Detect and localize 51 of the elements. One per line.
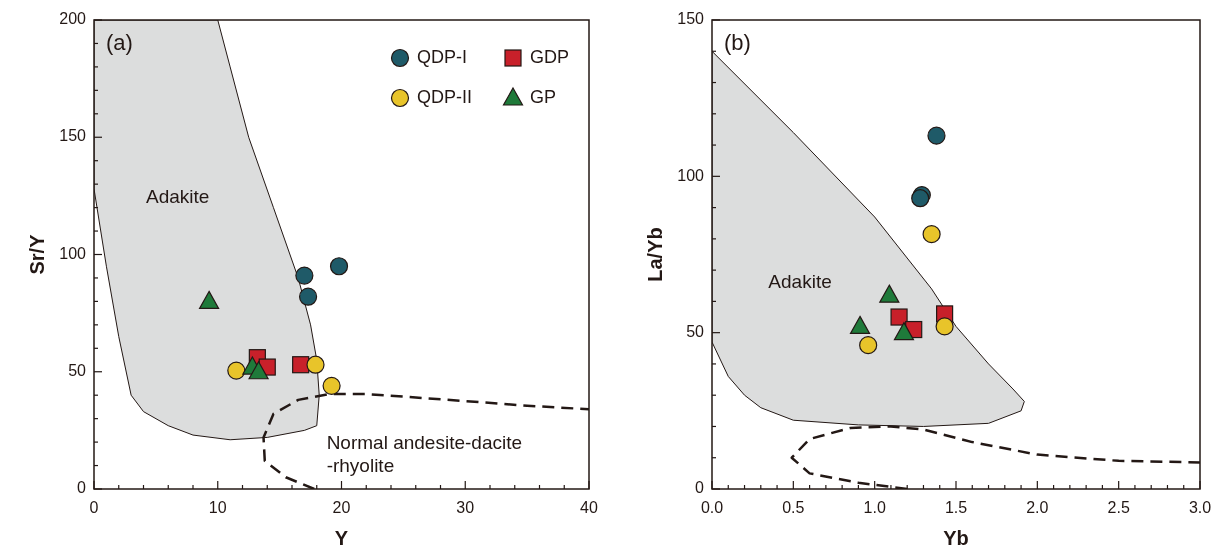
x-tick-label: 0.5 (782, 499, 805, 516)
point (893, 322, 915, 341)
y-tick-label: 0 (695, 479, 705, 497)
x-tick-label: 3.0 (1188, 499, 1212, 516)
point (322, 376, 341, 395)
y-tick-label: 100 (677, 166, 705, 184)
y-axis-title: La/Yb (644, 227, 666, 282)
annotation: Adakite (768, 270, 832, 292)
point (935, 317, 954, 336)
legend-label: GP (530, 86, 557, 107)
legend-label: GDP (530, 46, 570, 67)
x-tick-label: 2.5 (1107, 499, 1130, 516)
x-tick-label: 1.5 (944, 499, 968, 516)
y-tick-label: 0 (77, 479, 87, 497)
x-tick-label: 40 (580, 499, 598, 516)
x-tick-label: 2.0 (1026, 499, 1049, 516)
y-tick-label: 200 (59, 10, 87, 28)
point (298, 287, 318, 306)
point (292, 356, 310, 374)
point (295, 266, 314, 285)
text: (a) (106, 30, 133, 55)
y-tick-label: 150 (59, 127, 87, 145)
point (927, 126, 946, 145)
x-tick-label: 20 (332, 499, 351, 516)
x-tick-label: 1.0 (863, 499, 886, 516)
x-tick-label: 10 (208, 499, 227, 516)
y-axis-title: Sr/Y (26, 233, 48, 275)
x-tick-label: 30 (456, 499, 475, 516)
point (306, 355, 325, 374)
text: (b) (724, 30, 751, 55)
y-tick-label: 150 (677, 10, 705, 28)
point (879, 284, 900, 303)
point (227, 361, 246, 380)
point (859, 336, 878, 355)
legend-label: QDP-II (417, 86, 473, 107)
point (329, 257, 349, 276)
x-tick-label: 0 (89, 499, 99, 516)
y-tick-label: 50 (686, 322, 705, 340)
point (849, 315, 871, 335)
x-axis-title: Yb (943, 527, 969, 549)
y-tick-label: 50 (68, 361, 87, 379)
x-tick-label: 0.0 (700, 499, 724, 516)
legend-label: QDP-I (417, 46, 468, 67)
annotation: Adakite (145, 186, 210, 208)
x-axis-title: Y (334, 527, 349, 549)
annotation: Normal andesite-dacite -rhyolite (326, 432, 523, 477)
point (922, 225, 941, 244)
y-tick-label: 100 (59, 244, 87, 262)
point (248, 361, 269, 380)
point (890, 308, 908, 326)
point (198, 290, 220, 309)
